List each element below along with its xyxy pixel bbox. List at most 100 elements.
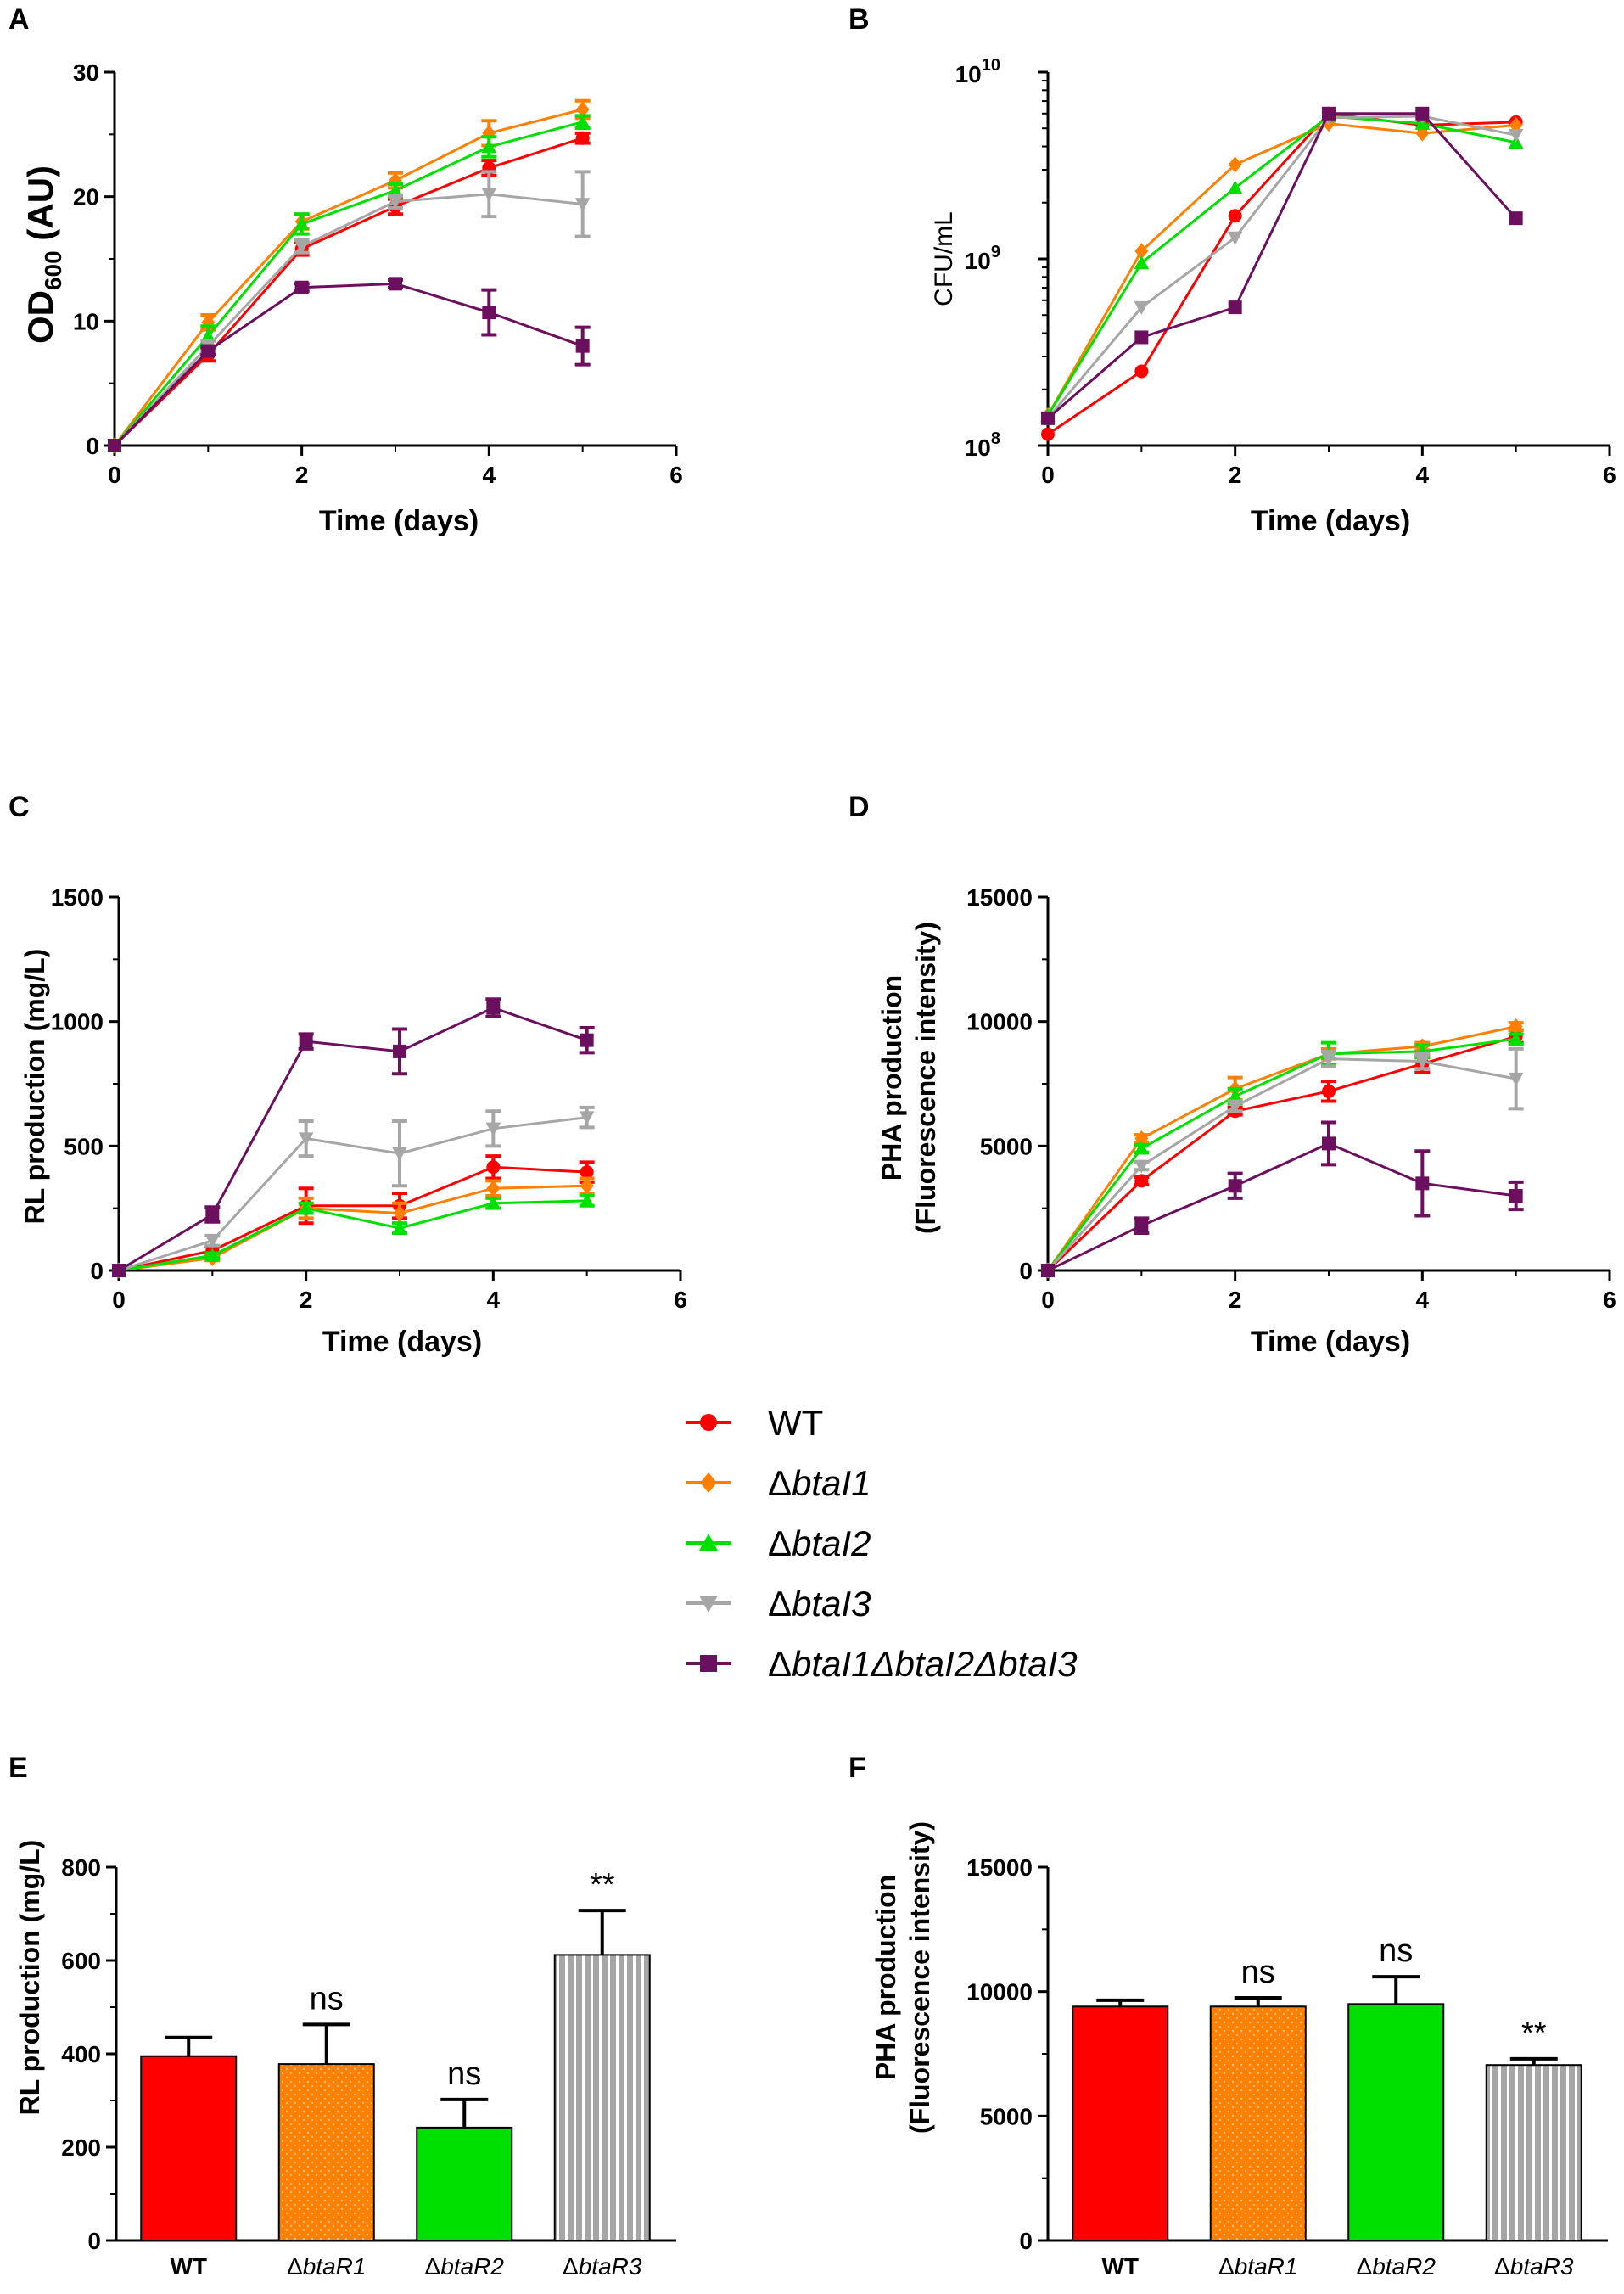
panel-c-data-point — [486, 1001, 501, 1015]
panel-d-data-point — [1509, 1189, 1523, 1203]
panel-a-series-1 — [108, 131, 591, 452]
panel-b-series-line — [1046, 115, 1516, 417]
panel-a-data-point — [481, 139, 497, 154]
panel-c-data-point — [205, 1208, 220, 1221]
panel-d-data-point — [1415, 1176, 1430, 1191]
panel-d-series-line — [1046, 1025, 1516, 1271]
panel-d-data-point — [1509, 1018, 1523, 1035]
legend-label: ΔbtaI1 — [768, 1463, 871, 1503]
panel-c-ylabel: RL production (mg/L) — [20, 949, 50, 1225]
panel-c-data-point — [393, 1204, 406, 1222]
panel-e-rl-bar-chart: 0 200 400 600 800 WT ns ΔbtaR1 ns ΔbtaR2 ** ΔbtaR3 — [61, 1854, 676, 2280]
panel-b-series-4 — [1040, 109, 1524, 426]
panel-c-series-line — [118, 1116, 587, 1272]
panel-f-y-tick-label: 10000 — [966, 1979, 1033, 2005]
panel-a-series-line — [113, 121, 584, 446]
panel-letter-b: B — [848, 3, 870, 36]
panel-d-data-point — [1508, 1031, 1524, 1046]
panel-a-data-point — [575, 131, 590, 145]
panel-b-data-point — [1134, 255, 1150, 270]
panel-f-bar — [1209, 2005, 1307, 2241]
panel-c-series-line — [118, 1165, 587, 1272]
panel-c-x-tick-label: 0 — [112, 1287, 126, 1313]
panel-e-bar-group: ns ΔbtaR1 — [277, 1981, 375, 2280]
panel-f-category-label: ΔbtaR2 — [1357, 2253, 1436, 2280]
panel-c-data-point — [298, 1200, 314, 1214]
panel-c-x-tick-label: 2 — [300, 1287, 313, 1313]
panel-c-x-tick-label: 4 — [487, 1287, 501, 1313]
panel-d-series-line — [1046, 1057, 1516, 1272]
panel-a-data-point — [574, 198, 591, 212]
legend-swatch-marker — [699, 1596, 718, 1613]
panel-b-x-tick-label: 4 — [1416, 462, 1430, 488]
panel-d-x-tick-label: 0 — [1041, 1287, 1055, 1313]
panel-d-series-line — [1046, 1037, 1516, 1271]
panel-b-data-point — [1134, 330, 1149, 345]
legend-swatch-marker — [700, 1472, 717, 1493]
panel-a-data-point — [575, 101, 590, 118]
panel-c-y-tick-label: 0 — [90, 1258, 104, 1284]
panel-c-data-point — [580, 1165, 594, 1180]
panel-b-data-point — [1415, 106, 1430, 121]
panel-b-ylabel: CFU/mL — [930, 211, 958, 306]
panel-a-series-4 — [107, 170, 591, 453]
panel-a-data-point — [388, 195, 403, 210]
panel-a-series-line — [113, 137, 584, 447]
panel-b-data-point — [1134, 364, 1149, 379]
legend-label: WT — [768, 1403, 823, 1443]
panel-b-data-point — [1041, 411, 1055, 425]
panel-d-data-point — [1134, 1174, 1149, 1188]
panel-e-y-tick-label: 800 — [61, 1854, 101, 1881]
panel-c-data-point — [204, 1234, 221, 1248]
panel-a-data-point — [108, 439, 121, 452]
panel-b-series-line — [1046, 115, 1516, 419]
panel-e-category-label: WT — [170, 2253, 207, 2280]
panel-f-significance-label: ** — [1521, 2016, 1547, 2051]
panel-a-y-tick-label: 0 — [86, 433, 99, 459]
panel-a-series-2 — [108, 98, 591, 454]
panel-d-data-point — [1227, 1100, 1243, 1114]
panel-a-series-line — [113, 282, 584, 447]
panel-c-data-point — [579, 1111, 595, 1125]
panel-b-series-2 — [1041, 115, 1523, 424]
panel-d-data-point — [1227, 1088, 1243, 1102]
panel-d-pha-chart: 0 2 4 6 0 5000 10000 15000 — [966, 884, 1616, 1313]
panel-e-bar — [277, 2063, 375, 2242]
panel-c-data-point — [299, 1035, 313, 1049]
panel-c-y-tick-label: 500 — [64, 1133, 104, 1159]
panel-a-x-tick-label: 4 — [483, 462, 496, 488]
panel-b-series-line — [1047, 112, 1516, 435]
panel-c-data-point — [112, 1264, 126, 1277]
panel-c-series-2 — [112, 1176, 595, 1279]
panel-d-ylabel-line1: PHA production — [876, 975, 907, 1181]
panel-d-data-point — [1414, 1055, 1431, 1069]
panel-f-y-tick-label: 5000 — [980, 2103, 1033, 2129]
panel-c-series-4 — [111, 1105, 595, 1278]
panel-a-y-tick-label: 30 — [73, 59, 99, 86]
panel-a-y-tick-label: 20 — [73, 184, 99, 210]
panel-c-data-point — [486, 1160, 501, 1175]
panel-b-data-point — [1322, 106, 1336, 121]
panel-c-data-point — [580, 1177, 594, 1194]
panel-f-ylabel-line2: (Fluorescence intensity) — [904, 1821, 935, 2134]
panel-e-bar-group: ns ΔbtaR2 — [416, 2056, 513, 2280]
panel-d-data-point — [1508, 1072, 1524, 1086]
panel-e-bar — [553, 1954, 651, 2241]
panel-a-data-point — [482, 306, 496, 320]
panel-d-y-tick-label: 0 — [1019, 1258, 1033, 1284]
legend-item: WT — [686, 1403, 823, 1443]
panel-c-series-line — [118, 1199, 587, 1272]
panel-f-category-label: WT — [1101, 2253, 1139, 2280]
panel-a-series-3 — [107, 114, 591, 452]
panel-letter-e: E — [8, 1752, 28, 1784]
panel-d-data-point — [1134, 1141, 1150, 1155]
panel-a-x-tick-label: 6 — [669, 462, 683, 488]
panel-a-data-point — [201, 344, 216, 358]
panel-d-x-tick-label: 2 — [1229, 1287, 1242, 1313]
panel-f-bar — [1485, 2064, 1582, 2241]
panel-b-data-point — [1228, 209, 1242, 223]
panel-a-data-point — [575, 339, 590, 353]
legend-item: ΔbtaI3 — [686, 1584, 871, 1624]
panel-a-od600-chart: 0 2 4 6 0 10 20 30 — [73, 59, 683, 488]
